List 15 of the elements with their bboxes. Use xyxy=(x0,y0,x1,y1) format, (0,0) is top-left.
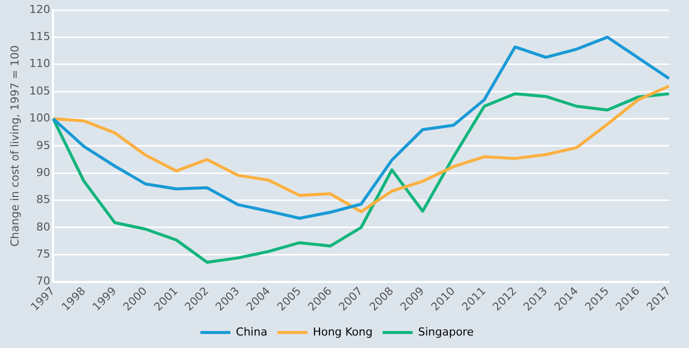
y-tick-label: 95 xyxy=(36,138,50,152)
y-tick-label: 80 xyxy=(36,220,50,234)
y-tick-label: 85 xyxy=(36,193,50,206)
legend-label: China xyxy=(236,325,268,338)
y-tick-label: 120 xyxy=(29,2,50,16)
legend-label: Hong Kong xyxy=(312,325,373,338)
y-tick-label: 75 xyxy=(36,248,50,261)
legend-label: Singapore xyxy=(418,325,474,338)
y-tick-label: 105 xyxy=(29,84,50,98)
y-tick-label: 115 xyxy=(29,30,50,44)
y-tick-label: 70 xyxy=(36,274,50,288)
y-tick-label: 110 xyxy=(29,57,50,70)
y-tick-label: 100 xyxy=(29,112,50,125)
y-tick-label: 90 xyxy=(36,166,50,179)
y-axis-title: Change in cost of living, 1997 = 100 xyxy=(8,45,22,247)
